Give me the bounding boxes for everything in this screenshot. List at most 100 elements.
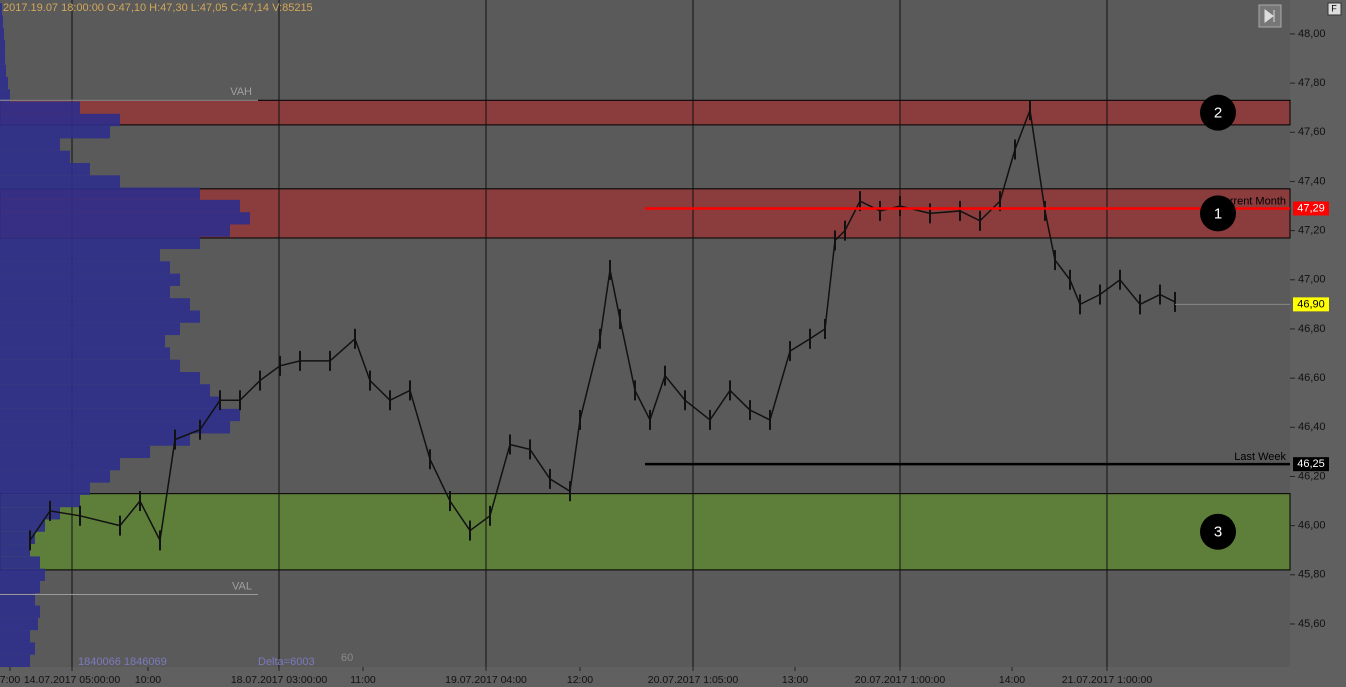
y-tick-label: 45,80 <box>1298 569 1326 581</box>
profile-bar <box>0 421 230 434</box>
x-tick-label: 18.07.2017 03:00:00 <box>231 674 328 686</box>
y-tick-label: 47,60 <box>1298 126 1326 138</box>
zone-label: 1 <box>1214 205 1222 222</box>
level-label: Last Week <box>1234 451 1286 463</box>
y-tick-label: 47,80 <box>1298 77 1326 89</box>
profile-bar <box>0 52 5 65</box>
price-axis <box>1290 0 1346 687</box>
header: 2017.19.07 18:00:00 O:47,10 H:47,30 L:47… <box>3 2 313 14</box>
y-tick-label: 46,60 <box>1298 372 1326 384</box>
profile-bar <box>0 642 35 655</box>
x-tick-label: 13:00 <box>782 674 808 686</box>
profile-bar <box>0 261 170 274</box>
count: 60 <box>341 652 353 664</box>
profile-bar <box>0 408 240 422</box>
profile-bar <box>0 556 40 569</box>
profile-bar <box>0 617 38 631</box>
x-tick-label: 20.07.2017 1:00:00 <box>855 674 946 686</box>
y-tick-label: 48,00 <box>1298 28 1326 40</box>
profile-bar <box>0 15 3 28</box>
zone-badge <box>1200 513 1236 550</box>
corner-button[interactable] <box>1327 2 1342 16</box>
profile-bar <box>0 630 30 643</box>
value-area-label: VAH <box>230 86 252 98</box>
y-tick-label: 46,00 <box>1298 520 1326 532</box>
profile-bar <box>0 507 60 520</box>
zone <box>0 99 1291 126</box>
zone-label: 2 <box>1214 105 1222 122</box>
profile-bar <box>0 593 35 606</box>
level-price-label: 46,25 <box>1297 458 1325 470</box>
profile-bar <box>0 89 10 102</box>
profile-bar <box>0 396 220 409</box>
x-tick-label: 11:00 <box>350 674 376 686</box>
level-price-box <box>1293 201 1329 216</box>
profile-bar <box>0 76 8 90</box>
y-tick-label: 46,20 <box>1298 470 1326 482</box>
profile-bar <box>0 359 180 372</box>
profile-bar <box>0 150 70 164</box>
profile-bar <box>0 371 200 385</box>
profile-bar <box>0 544 30 557</box>
level-price-box <box>1293 457 1329 472</box>
scroll-icon <box>1264 9 1275 23</box>
x-tick-label: 14:00 <box>999 674 1025 686</box>
y-tick-label: 47,40 <box>1298 175 1326 187</box>
profile-bar <box>0 568 45 581</box>
last-price-box <box>1293 297 1329 312</box>
profile-bar <box>0 40 5 53</box>
profile-bar <box>0 445 150 459</box>
profile-bar <box>0 187 200 200</box>
profile-bar <box>0 433 190 446</box>
delta: Delta=6003 <box>258 656 315 668</box>
zone-badge <box>1200 195 1236 232</box>
profile-bar <box>0 249 160 262</box>
profile-bar <box>0 580 40 594</box>
profile-bar <box>0 3 2 16</box>
profile-bar <box>0 494 80 508</box>
y-tick-label: 47,00 <box>1298 274 1326 286</box>
profile-bar <box>0 458 120 471</box>
y-tick-label: 46,40 <box>1298 421 1326 433</box>
profile-bar <box>0 113 120 127</box>
profile-bar <box>0 384 210 397</box>
profile-bar <box>0 285 170 299</box>
zone-badge <box>1200 94 1236 131</box>
corner-label: F <box>1331 3 1337 13</box>
y-tick-label: 47,20 <box>1298 225 1326 237</box>
profile-bar <box>0 224 230 237</box>
profile-bar <box>0 322 180 336</box>
y-tick-label: 45,60 <box>1298 618 1326 630</box>
zone-label: 3 <box>1214 524 1222 541</box>
x-tick-label: 12:00 <box>567 674 593 686</box>
time-axis <box>0 667 1290 687</box>
profile-bar <box>0 654 30 667</box>
profile-bar <box>0 347 170 360</box>
x-tick-label: 10:00 <box>135 674 161 686</box>
profile-bar <box>0 212 250 225</box>
profile-bar <box>0 64 6 77</box>
zone <box>0 493 1291 571</box>
x-tick-label: 20.07.2017 1:05:00 <box>648 674 739 686</box>
profile-bar <box>0 236 200 250</box>
profile-bar <box>0 519 45 532</box>
profile-bar <box>0 482 90 495</box>
profile-bar <box>0 138 60 151</box>
x-tick-label: 19.07.2017 04:00 <box>445 674 527 686</box>
profile-bar <box>0 273 180 286</box>
profile-bar <box>0 470 110 483</box>
value-area-label: VAL <box>232 580 252 592</box>
profile-bar <box>0 163 90 176</box>
x-tick-label: 21.07.2017 1:00:00 <box>1062 674 1153 686</box>
profile-bar <box>0 335 165 348</box>
profile-bar <box>0 310 200 323</box>
x-tick-label: 7:00 <box>0 674 20 686</box>
profile-bar <box>0 27 4 41</box>
bid-ask: 1840066 1846069 <box>78 656 167 668</box>
profile-bar <box>0 199 240 213</box>
profile-bar <box>0 101 80 114</box>
profile-bar <box>0 298 190 311</box>
last-price-label: 46,90 <box>1297 298 1325 310</box>
y-tick-label: 46,80 <box>1298 323 1326 335</box>
